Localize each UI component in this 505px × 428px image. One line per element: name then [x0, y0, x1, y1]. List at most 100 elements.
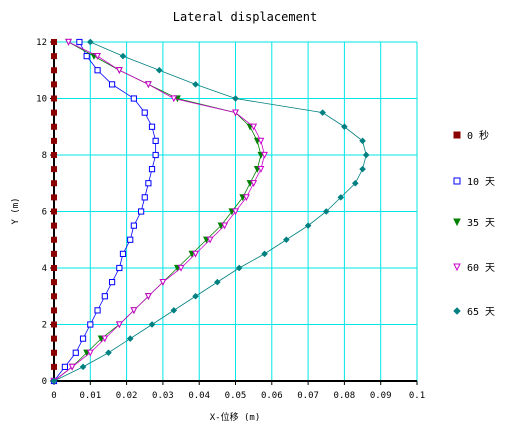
data-point: [170, 307, 178, 314]
data-point: [51, 152, 57, 158]
data-point: [51, 349, 57, 356]
legend: 0 秒 10 天 35 天 60 天 65 天: [453, 129, 495, 318]
data-point: [51, 95, 57, 102]
data-point: [51, 194, 57, 201]
data-point: [261, 151, 268, 159]
data-point: [206, 236, 214, 244]
data-point: [453, 307, 461, 315]
series-4: [50, 38, 370, 385]
series-0: [51, 39, 57, 384]
x-tick-label: 0.07: [297, 391, 319, 401]
data-point: [51, 53, 57, 60]
data-point: [116, 264, 123, 272]
data-point: [51, 123, 57, 130]
data-point: [68, 363, 76, 371]
data-point: [170, 95, 178, 103]
data-point: [94, 53, 101, 60]
x-tick-label: 0.08: [334, 391, 356, 401]
data-point: [148, 321, 156, 328]
y-tick-label: 12: [36, 38, 47, 48]
data-point: [148, 123, 156, 130]
x-tick-label: 0.09: [370, 391, 392, 401]
series: [50, 38, 370, 385]
data-point: [51, 265, 57, 271]
data-point: [79, 363, 87, 371]
data-point: [261, 250, 268, 258]
data-point: [51, 307, 57, 314]
chart-title: Lateral displacement: [173, 10, 318, 24]
data-point: [51, 208, 57, 215]
data-point: [115, 321, 123, 329]
data-point: [359, 137, 366, 145]
data-point: [51, 363, 57, 370]
legend-label: 10 天: [467, 177, 495, 188]
data-point: [138, 208, 145, 215]
data-point: [119, 52, 127, 60]
data-point: [51, 335, 57, 342]
data-point: [319, 109, 326, 116]
data-point: [76, 38, 83, 46]
data-point: [86, 349, 94, 357]
data-point: [108, 279, 116, 286]
data-point: [192, 81, 199, 88]
data-point: [119, 250, 127, 257]
data-point: [152, 137, 159, 144]
legend-item-1: 10 天: [453, 177, 495, 188]
data-point: [337, 194, 345, 201]
data-point: [51, 109, 57, 116]
data-point: [105, 349, 112, 357]
data-point: [101, 293, 108, 300]
data-point: [65, 38, 72, 46]
data-point: [51, 180, 57, 187]
data-point: [250, 180, 258, 187]
data-point: [51, 293, 57, 300]
data-point: [242, 194, 250, 202]
y-tick-label: 4: [42, 264, 47, 274]
data-point: [127, 236, 134, 243]
series-1: [50, 38, 159, 385]
data-point: [51, 279, 57, 286]
x-tick-label: 0.03: [152, 391, 174, 401]
data-point: [214, 278, 221, 286]
legend-item-0: 0 秒: [453, 129, 489, 142]
data-point: [101, 335, 109, 343]
x-tick-label: 0.05: [225, 391, 247, 401]
legend-item-2: 35 天: [453, 218, 495, 229]
x-tick-label: 0.04: [188, 391, 210, 401]
data-point: [72, 349, 79, 356]
data-point: [453, 218, 461, 227]
data-point: [50, 377, 58, 385]
data-point: [145, 180, 152, 187]
data-point: [155, 66, 163, 74]
legend-label: 65 天: [467, 307, 495, 318]
legend-item-3: 60 天: [453, 263, 495, 274]
data-point: [86, 38, 94, 46]
data-point: [126, 335, 134, 342]
data-point: [257, 137, 265, 145]
data-point: [232, 109, 239, 117]
data-point: [453, 177, 461, 185]
y-tick-label: 0: [42, 377, 47, 387]
x-tick-label: 0.06: [261, 391, 283, 401]
legend-label: 60 天: [467, 263, 495, 274]
data-point: [83, 53, 90, 60]
data-point: [232, 95, 239, 102]
x-tick-label: 0.1: [409, 391, 425, 401]
data-point: [130, 307, 138, 315]
data-point: [141, 194, 148, 201]
data-point: [51, 39, 57, 45]
x-tick-label: 0: [51, 391, 56, 401]
data-point: [453, 263, 461, 272]
x-axis-label: X-位移 (m): [210, 411, 261, 423]
data-point: [351, 179, 359, 187]
data-point: [177, 264, 185, 272]
data-point: [94, 307, 101, 314]
data-point: [130, 222, 137, 229]
data-point: [152, 151, 159, 159]
data-point: [250, 123, 258, 131]
data-point: [232, 208, 239, 216]
data-point: [51, 137, 57, 144]
data-point: [221, 222, 229, 230]
data-point: [94, 67, 101, 74]
